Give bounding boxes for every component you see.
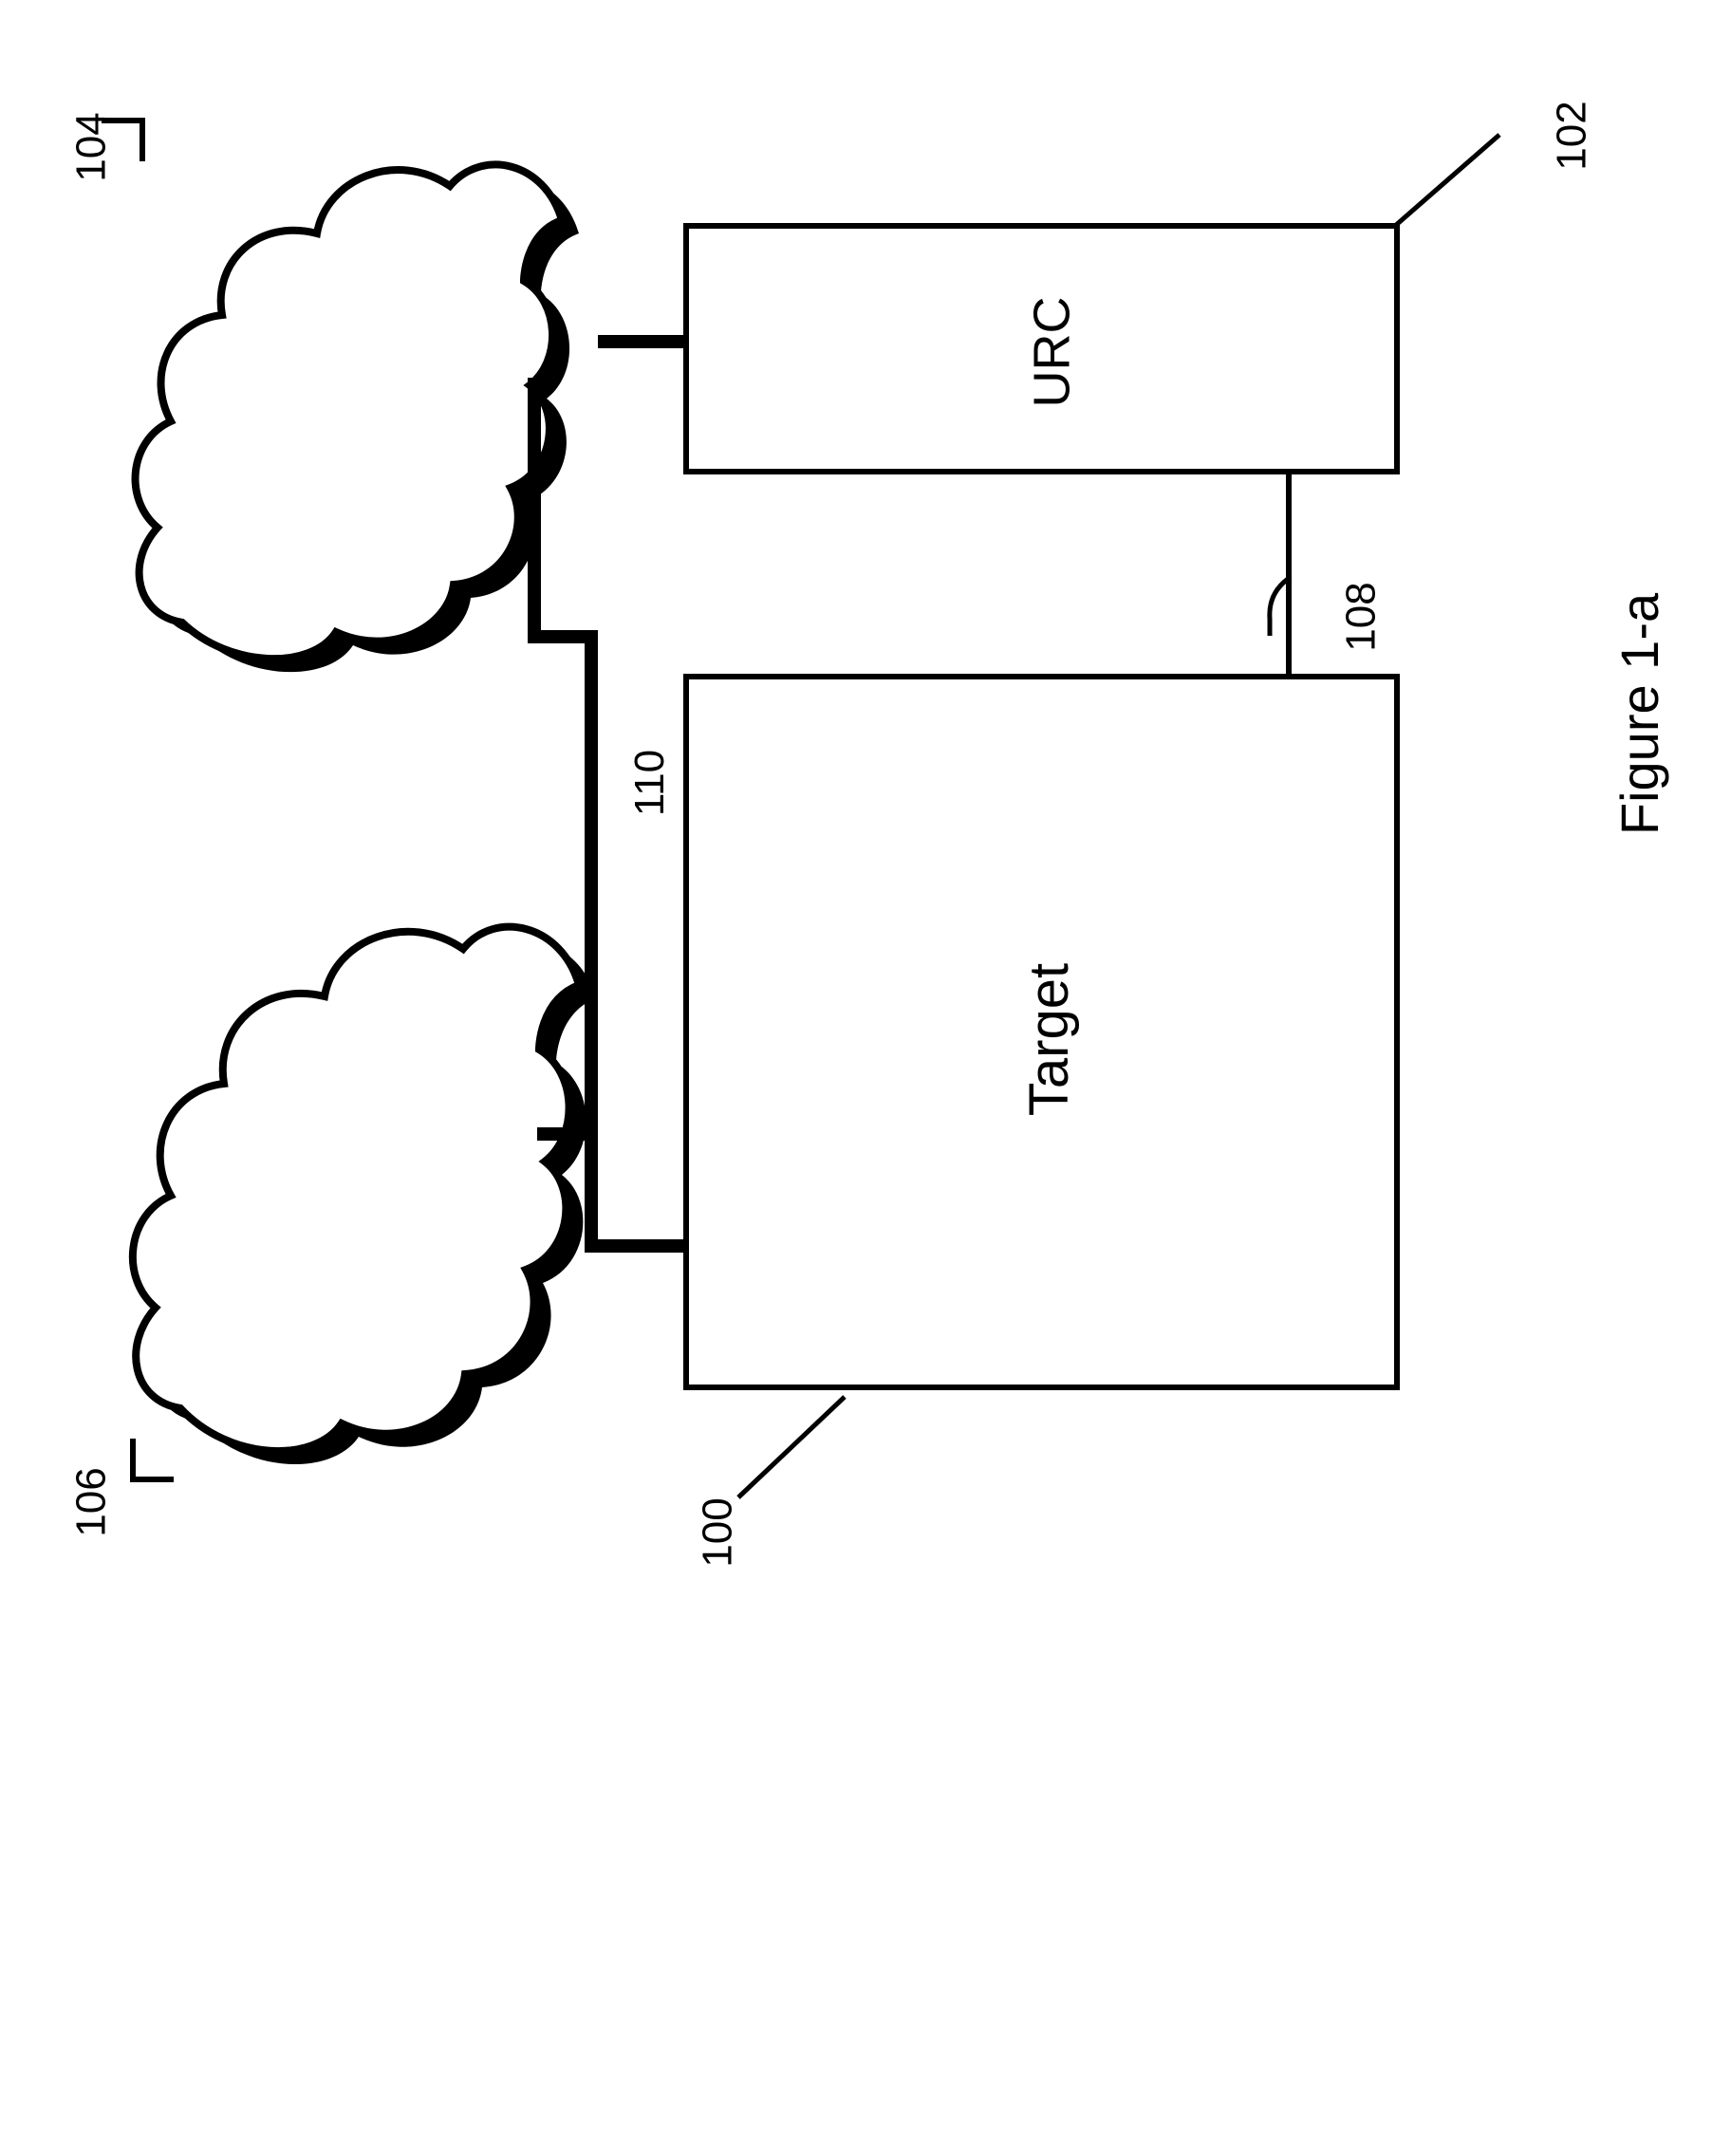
cloud-left	[116, 91, 524, 660]
bus-urc-target	[1286, 474, 1292, 676]
ref-106: 106	[68, 1467, 116, 1536]
bus-urc-to-clouds	[598, 335, 689, 348]
leader-108	[1264, 577, 1331, 643]
bus-clouds	[585, 630, 598, 1253]
leader-102	[1386, 121, 1518, 235]
leader-106b	[130, 1477, 174, 1482]
ref-100: 100	[695, 1497, 742, 1567]
bus-target-to-clouds	[585, 1239, 689, 1253]
bus-cloud-right-stub	[537, 1127, 598, 1141]
figure-caption: Figure 1-a	[1609, 593, 1670, 835]
bus-cloud-left-stub	[528, 378, 541, 643]
ref-110: 110	[626, 750, 674, 816]
leader-104	[140, 118, 145, 161]
target-label: Target	[1017, 963, 1081, 1116]
figure-1a: 104 106 110 URC 102 Target 100 108 Figur…	[0, 0, 1731, 2156]
ref-108: 108	[1338, 582, 1386, 651]
cloud-right	[116, 848, 533, 1456]
bus-cloud-left-join	[528, 630, 598, 643]
leader-100	[731, 1385, 854, 1509]
ref-102: 102	[1549, 101, 1596, 170]
ref-104: 104	[68, 112, 116, 181]
urc-label: URC	[1023, 297, 1082, 408]
